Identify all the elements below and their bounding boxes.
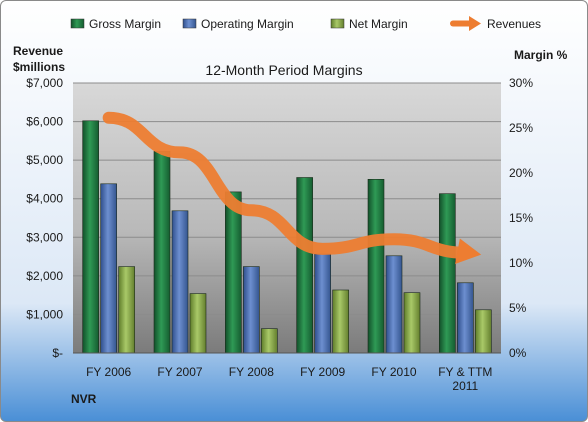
legend-arrow-swatch <box>469 16 481 31</box>
bar-net-margin <box>261 328 278 354</box>
bar-net-margin <box>403 292 421 354</box>
bar-net-margin <box>332 289 349 354</box>
right-axis-label: Margin % <box>514 48 568 62</box>
bar-operating-margin <box>243 266 260 354</box>
bar-net-margin <box>189 293 207 354</box>
right-tick-label: 15% <box>509 211 533 225</box>
right-tick-label: 25% <box>509 121 533 135</box>
bar-gross-margin <box>82 120 99 354</box>
left-axis-label-line1: Revenue <box>13 44 63 58</box>
left-tick-label: $6,000 <box>26 115 63 129</box>
company-label: NVR <box>71 392 97 406</box>
legend-label: Revenues <box>487 17 541 31</box>
bar-gross-margin <box>367 179 385 354</box>
legend-swatch <box>70 18 85 29</box>
right-axis-ticks: 0% 5% 10% 15% 20% 25% 30% <box>509 76 533 360</box>
legend: Gross Margin Operating Margin Net Margin Re… <box>70 16 541 31</box>
bar-net-margin <box>118 266 135 354</box>
bar-operating-margin <box>100 183 117 354</box>
revenue-line <box>102 111 482 264</box>
x-tick-label: FY 2008 <box>229 365 274 379</box>
bar-gross-margin <box>296 177 313 354</box>
bar-gross-margin <box>153 151 171 354</box>
legend-swatch <box>182 18 197 29</box>
bar-gross-margin <box>439 193 456 354</box>
left-tick-label: $4,000 <box>26 192 63 206</box>
left-tick-label: $- <box>52 346 63 360</box>
revenue-line-path <box>102 111 472 259</box>
right-tick-label: 0% <box>509 346 527 360</box>
gridlines <box>73 82 501 315</box>
x-tick-label: FY & TTM <box>438 365 492 379</box>
bar-gross-margin <box>225 191 242 354</box>
chart-title: 12-Month Period Margins <box>205 62 362 78</box>
x-tick-label: FY 2009 <box>300 365 345 379</box>
bar-operating-margin <box>457 282 474 354</box>
left-tick-label: $3,000 <box>26 230 63 244</box>
legend-swatch <box>330 18 345 29</box>
right-tick-label: 20% <box>509 166 533 180</box>
revenue-arrow-head <box>455 238 482 264</box>
bar-operating-margin <box>314 253 331 354</box>
left-axis-label-line2: $millions <box>13 60 65 74</box>
left-axis-ticks: $- $1,000 $2,000 $3,000 $4,000 $5,000 $6,000 $7… <box>26 76 63 360</box>
legend-label: Gross Margin <box>89 17 161 31</box>
left-tick-label: $1,000 <box>26 307 63 321</box>
left-tick-label: $2,000 <box>26 269 63 283</box>
legend-label: Net Margin <box>349 17 408 31</box>
legend-label: Operating Margin <box>201 17 294 31</box>
bar-operating-margin <box>171 210 189 354</box>
bar-net-margin <box>475 309 492 354</box>
right-tick-label: 5% <box>509 301 527 315</box>
left-tick-label: $5,000 <box>26 153 63 167</box>
x-tick-label: FY 2010 <box>371 365 416 379</box>
x-axis-labels: FY 2006 FY 2007 FY 2008 FY 2009 FY 2010 FY & … <box>86 365 492 393</box>
left-tick-label: $7,000 <box>26 76 63 90</box>
bar-operating-margin <box>385 255 403 354</box>
right-tick-label: 30% <box>509 76 533 90</box>
x-tick-label: FY 2007 <box>157 365 202 379</box>
x-tick-label: 2011 <box>452 379 478 393</box>
x-tick-label: FY 2006 <box>86 365 131 379</box>
right-tick-label: 10% <box>509 256 533 270</box>
